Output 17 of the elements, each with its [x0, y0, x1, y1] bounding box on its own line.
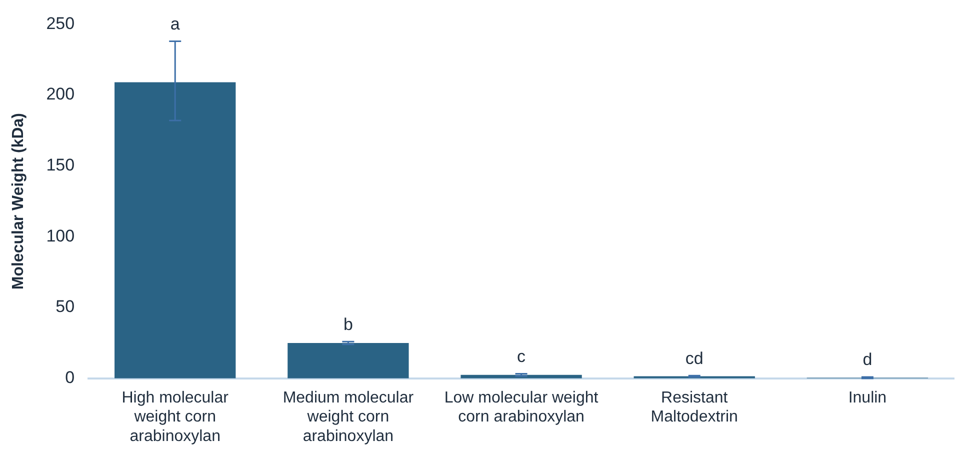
x-tick-label: High molecular weight corn arabinoxylan [122, 389, 230, 445]
annotation: b [343, 314, 353, 334]
x-tick-label: Medium molecular weight corn arabinoxylan [282, 389, 414, 445]
y-tick-label: 200 [46, 84, 75, 104]
y-tick-label: 0 [65, 368, 75, 388]
y-tick-label: 50 [56, 297, 75, 316]
x-tick-label: Low molecular weight corn arabinoxylan [444, 389, 599, 426]
x-tick-label: Resistant Maltodextrin [650, 389, 738, 426]
annotation: cd [685, 348, 704, 368]
y-axis-title: Molecular Weight (kDa) [10, 112, 28, 290]
annotation: d [862, 350, 872, 370]
y-tick-label: 150 [46, 156, 75, 175]
y-tick-label: 100 [46, 226, 75, 246]
annotation: c [517, 346, 526, 366]
y-tick-label: 250 [46, 14, 75, 33]
annotation: a [170, 14, 180, 34]
x-tick-label: Inulin [848, 389, 887, 406]
